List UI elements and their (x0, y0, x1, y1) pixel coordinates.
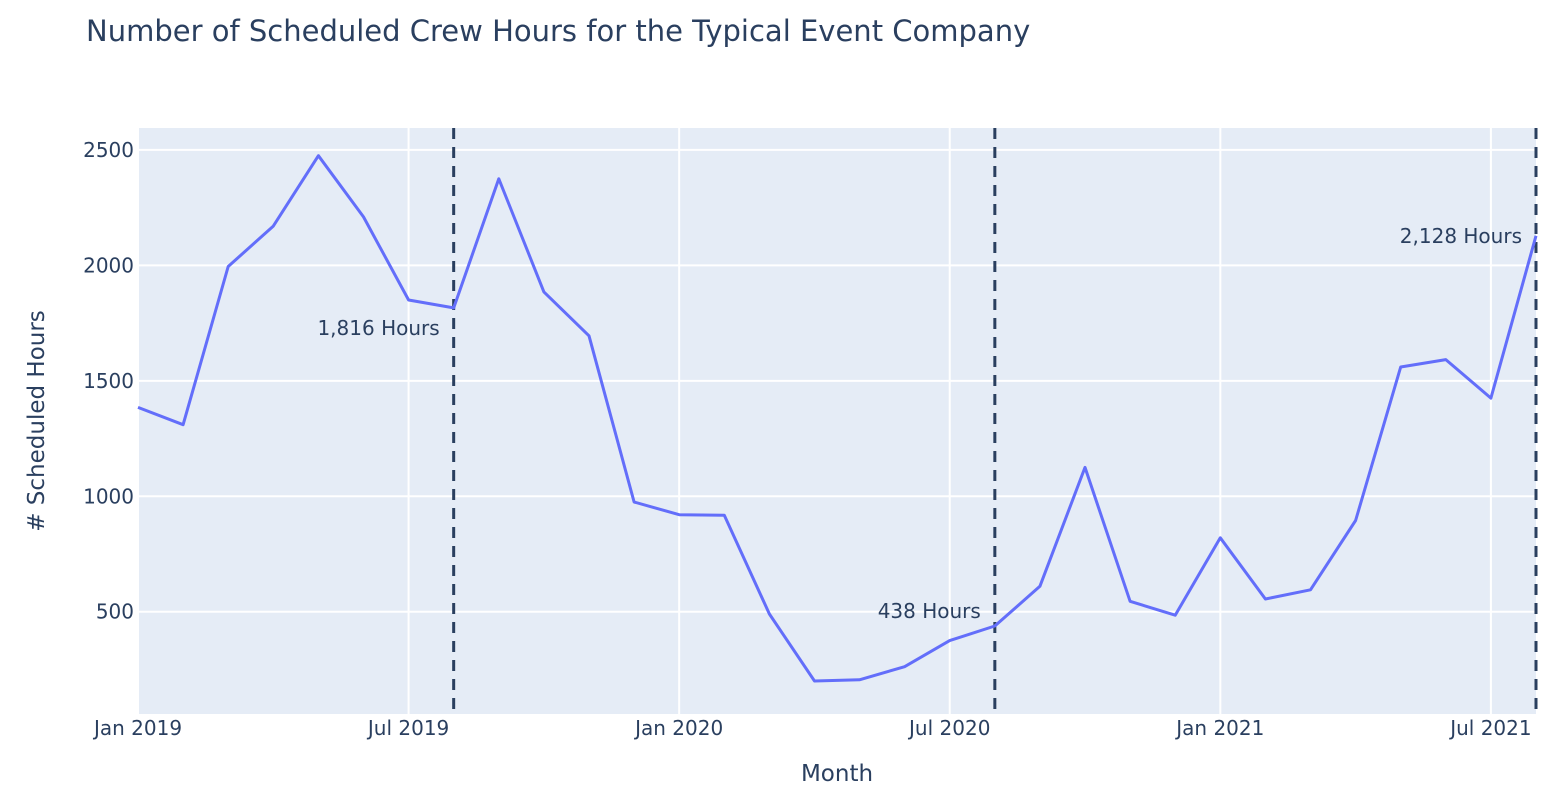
data-point[interactable] (1170, 610, 1180, 620)
data-point[interactable] (629, 497, 639, 507)
y-tick-label: 500 (96, 600, 134, 624)
x-tick-label: Jan 2021 (1174, 716, 1264, 740)
data-point[interactable] (1441, 355, 1451, 365)
data-point[interactable] (674, 510, 684, 520)
data-point[interactable] (764, 609, 774, 619)
data-point[interactable] (1306, 585, 1316, 595)
data-point[interactable] (855, 675, 865, 685)
data-point[interactable] (1351, 516, 1361, 526)
plot-area (138, 128, 1536, 714)
data-point[interactable] (539, 287, 549, 297)
data-point[interactable] (358, 212, 368, 222)
y-axis-ticks: 500 1000 1500 2000 2500 (83, 138, 134, 624)
data-point[interactable] (1035, 581, 1045, 591)
annotation-label: 438 Hours (878, 599, 981, 623)
data-point[interactable] (449, 303, 459, 313)
data-point[interactable] (584, 331, 594, 341)
x-tick-label: Jul 2021 (1448, 716, 1531, 740)
data-point[interactable] (494, 174, 504, 184)
data-point[interactable] (178, 420, 188, 430)
data-point[interactable] (223, 262, 233, 272)
gridlines (137, 128, 1536, 714)
data-point[interactable] (1080, 462, 1090, 472)
series-line (137, 154, 1538, 683)
x-tick-label: Jan 2019 (92, 716, 182, 740)
chart-title: Number of Scheduled Crew Hours for the T… (86, 14, 1031, 48)
x-tick-label: Jul 2019 (366, 716, 449, 740)
reference-lines (452, 128, 1538, 714)
data-point[interactable] (1486, 393, 1496, 403)
data-point[interactable] (719, 510, 729, 520)
x-axis-title: Month (801, 761, 873, 787)
y-tick-label: 1500 (83, 369, 134, 393)
data-point[interactable] (133, 402, 143, 412)
x-tick-label: Jan 2020 (633, 716, 723, 740)
data-point[interactable] (1260, 594, 1270, 604)
data-point[interactable] (990, 621, 1000, 631)
annotation-label: 1,816 Hours (317, 316, 439, 340)
data-point[interactable] (945, 636, 955, 646)
data-point[interactable] (313, 151, 323, 161)
data-point[interactable] (268, 221, 278, 231)
data-point[interactable] (900, 662, 910, 672)
data-point[interactable] (1531, 231, 1541, 241)
y-tick-label: 1000 (83, 484, 134, 508)
data-point[interactable] (404, 295, 414, 305)
x-axis-ticks: Jan 2019 Jul 2019 Jan 2020 Jul 2020 Jan 2021… (92, 716, 1532, 740)
data-point[interactable] (809, 676, 819, 686)
annotations: 1,816 Hours 438 Hours 2,128 Hours (317, 224, 1522, 623)
annotation-label: 2,128 Hours (1400, 224, 1522, 248)
y-axis-title: # Scheduled Hours (24, 310, 50, 532)
data-point[interactable] (1215, 533, 1225, 543)
data-point[interactable] (1125, 596, 1135, 606)
y-tick-label: 2000 (83, 253, 134, 277)
data-point[interactable] (1396, 362, 1406, 372)
y-tick-label: 2500 (83, 138, 134, 162)
x-tick-label: Jul 2020 (907, 716, 990, 740)
